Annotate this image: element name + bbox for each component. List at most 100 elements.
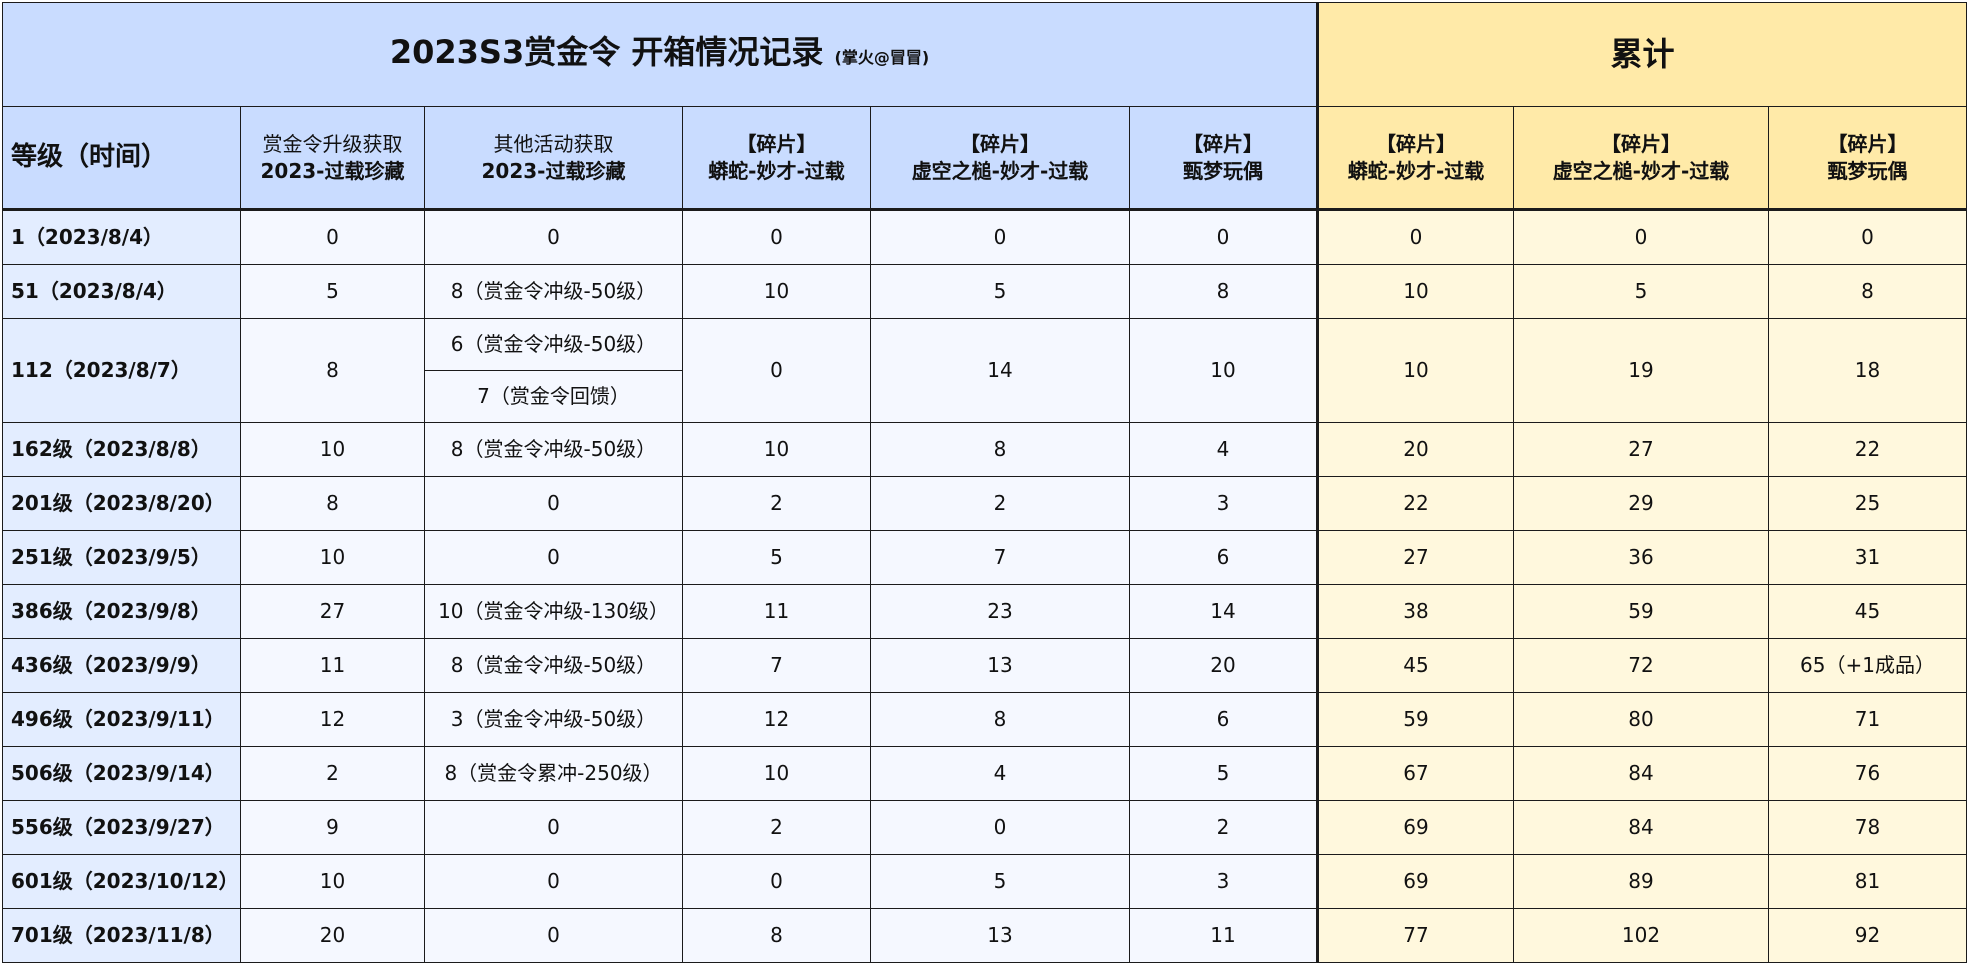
header-frag2: 【碎片】 虚空之槌-妙才-过载 — [870, 106, 1130, 211]
cell-upgrade: 0 — [240, 209, 425, 265]
cell-cum3: 18 — [1767, 318, 1968, 423]
row-level: 601级（2023/10/12） — [2, 854, 241, 909]
cell-cum1: 22 — [1316, 476, 1514, 531]
cell-cum1: 38 — [1316, 584, 1514, 639]
cell-frag3: 8 — [1129, 264, 1318, 319]
cell-other: 0 — [424, 530, 683, 585]
cell-frag3: 14 — [1129, 584, 1318, 639]
row-level: 506级（2023/9/14） — [2, 746, 241, 801]
cell-other: 7（赏金令回馈） — [424, 370, 683, 423]
cell-cum3: 81 — [1767, 854, 1968, 909]
cell-frag2: 4 — [870, 746, 1130, 801]
cell-frag1: 5 — [682, 530, 871, 585]
header-other-line1: 其他活动获取 — [493, 131, 614, 156]
cell-other: 0 — [424, 800, 683, 855]
cell-upgrade: 10 — [240, 854, 425, 909]
cell-other: 8（赏金令冲级-50级） — [424, 422, 683, 477]
cell-cum2: 19 — [1513, 318, 1769, 423]
row-level: 386级（2023/9/8） — [2, 584, 241, 639]
header-cum1: 【碎片】 蟒蛇-妙才-过载 — [1316, 106, 1514, 211]
cell-frag1: 10 — [682, 264, 871, 319]
cell-other: 10（赏金令冲级-130级） — [424, 584, 683, 639]
table-row: 556级（2023/9/27） 9 0 2 0 2 69 84 78 — [2, 800, 1968, 855]
header-cum3: 【碎片】 甄梦玩偶 — [1767, 106, 1968, 211]
cell-frag2: 13 — [870, 908, 1130, 963]
cell-frag3: 10 — [1129, 318, 1318, 423]
cell-cum2: 27 — [1513, 422, 1769, 477]
cell-cum3: 65（+1成品） — [1767, 638, 1968, 693]
row-level: 701级（2023/11/8） — [2, 908, 241, 963]
cell-cum1: 69 — [1316, 854, 1514, 909]
header-cum1-line1: 【碎片】 — [1376, 131, 1456, 156]
header-cum2-line2: 虚空之槌-妙才-过载 — [1552, 158, 1730, 183]
cell-other: 0 — [424, 854, 683, 909]
cell-cum3: 76 — [1767, 746, 1968, 801]
cell-frag1: 2 — [682, 476, 871, 531]
cumulative-title: 累计 — [1315, 2, 1968, 107]
cell-cum3: 45 — [1767, 584, 1968, 639]
table-row: 436级（2023/9/9） 11 8（赏金令冲级-50级） 7 13 20 4… — [2, 638, 1968, 693]
cell-cum3: 0 — [1767, 209, 1968, 265]
cell-other: 8（赏金令冲级-50级） — [424, 638, 683, 693]
row-level: 556级（2023/9/27） — [2, 800, 241, 855]
cell-cum3: 22 — [1767, 422, 1968, 477]
cell-frag3: 6 — [1129, 530, 1318, 585]
cell-frag3: 3 — [1129, 476, 1318, 531]
cell-other: 6（赏金令冲级-50级） — [424, 318, 683, 371]
cell-frag2: 13 — [870, 638, 1130, 693]
row-level: 162级（2023/8/8） — [2, 422, 241, 477]
cell-frag2: 7 — [870, 530, 1130, 585]
row-level: 496级（2023/9/11） — [2, 692, 241, 747]
cell-cum2: 102 — [1513, 908, 1769, 963]
table-row: 251级（2023/9/5） 10 0 5 7 6 27 36 31 — [2, 530, 1968, 585]
cell-frag3: 6 — [1129, 692, 1318, 747]
cell-cum2: 80 — [1513, 692, 1769, 747]
header-cum1-line2: 蟒蛇-妙才-过载 — [1347, 158, 1485, 183]
cell-cum2: 84 — [1513, 800, 1769, 855]
cell-cum2: 72 — [1513, 638, 1769, 693]
cell-cum1: 67 — [1316, 746, 1514, 801]
cell-frag2: 0 — [870, 209, 1130, 265]
table-row: 7（赏金令回馈） — [3, 370, 1967, 423]
row-level: 251级（2023/9/5） — [2, 530, 241, 585]
cell-frag3: 3 — [1129, 854, 1318, 909]
cell-frag3: 11 — [1129, 908, 1318, 963]
cell-cum2: 59 — [1513, 584, 1769, 639]
cell-cum1: 59 — [1316, 692, 1514, 747]
row-level: 112（2023/8/7） — [2, 318, 241, 423]
cell-cum2: 89 — [1513, 854, 1769, 909]
header-cum2-line1: 【碎片】 — [1601, 131, 1681, 156]
cell-upgrade: 9 — [240, 800, 425, 855]
cell-upgrade: 12 — [240, 692, 425, 747]
cell-upgrade: 20 — [240, 908, 425, 963]
cell-frag2: 14 — [870, 318, 1130, 423]
header-frag3-line1: 【碎片】 — [1183, 131, 1263, 156]
cell-other: 0 — [424, 209, 683, 265]
header-upgrade-line1: 赏金令升级获取 — [262, 131, 403, 156]
cell-frag2: 0 — [870, 800, 1130, 855]
header-row: 等级（时间） 赏金令升级获取 2023-过载珍藏 其他活动获取 2023-过载珍… — [2, 106, 1968, 211]
cell-other: 8（赏金令累冲-250级） — [424, 746, 683, 801]
header-frag1-line2: 蟒蛇-妙才-过载 — [708, 158, 845, 183]
cell-cum1: 20 — [1316, 422, 1514, 477]
row-level: 436级（2023/9/9） — [2, 638, 241, 693]
cell-frag2: 2 — [870, 476, 1130, 531]
cell-cum1: 0 — [1316, 209, 1514, 265]
cell-cum1: 10 — [1316, 318, 1514, 423]
cell-cum2: 29 — [1513, 476, 1769, 531]
row-level: 1（2023/8/4） — [2, 209, 241, 265]
title-main: 2023S3赏金令 开箱情况记录 — [389, 32, 824, 71]
cell-frag2: 23 — [870, 584, 1130, 639]
cell-frag1: 7 — [682, 638, 871, 693]
cell-cum3: 31 — [1767, 530, 1968, 585]
cell-frag1: 11 — [682, 584, 871, 639]
table-row: 701级（2023/11/8） 20 0 8 13 11 77 102 92 — [2, 908, 1968, 963]
header-upgrade: 赏金令升级获取 2023-过载珍藏 — [240, 106, 425, 211]
table-row: 112（2023/8/7） 8 6（赏金令冲级-50级） 0 14 10 10 … — [2, 318, 1968, 423]
table-row: 1（2023/8/4） 0 0 0 0 0 0 0 0 — [2, 209, 1968, 265]
cell-cum2: 0 — [1513, 209, 1769, 265]
cell-cum1: 27 — [1316, 530, 1514, 585]
table-row: 51（2023/8/4） 5 8（赏金令冲级-50级） 10 5 8 10 5 … — [2, 264, 1968, 319]
cell-frag2: 5 — [870, 854, 1130, 909]
header-frag2-line2: 虚空之槌-妙才-过载 — [911, 158, 1089, 183]
